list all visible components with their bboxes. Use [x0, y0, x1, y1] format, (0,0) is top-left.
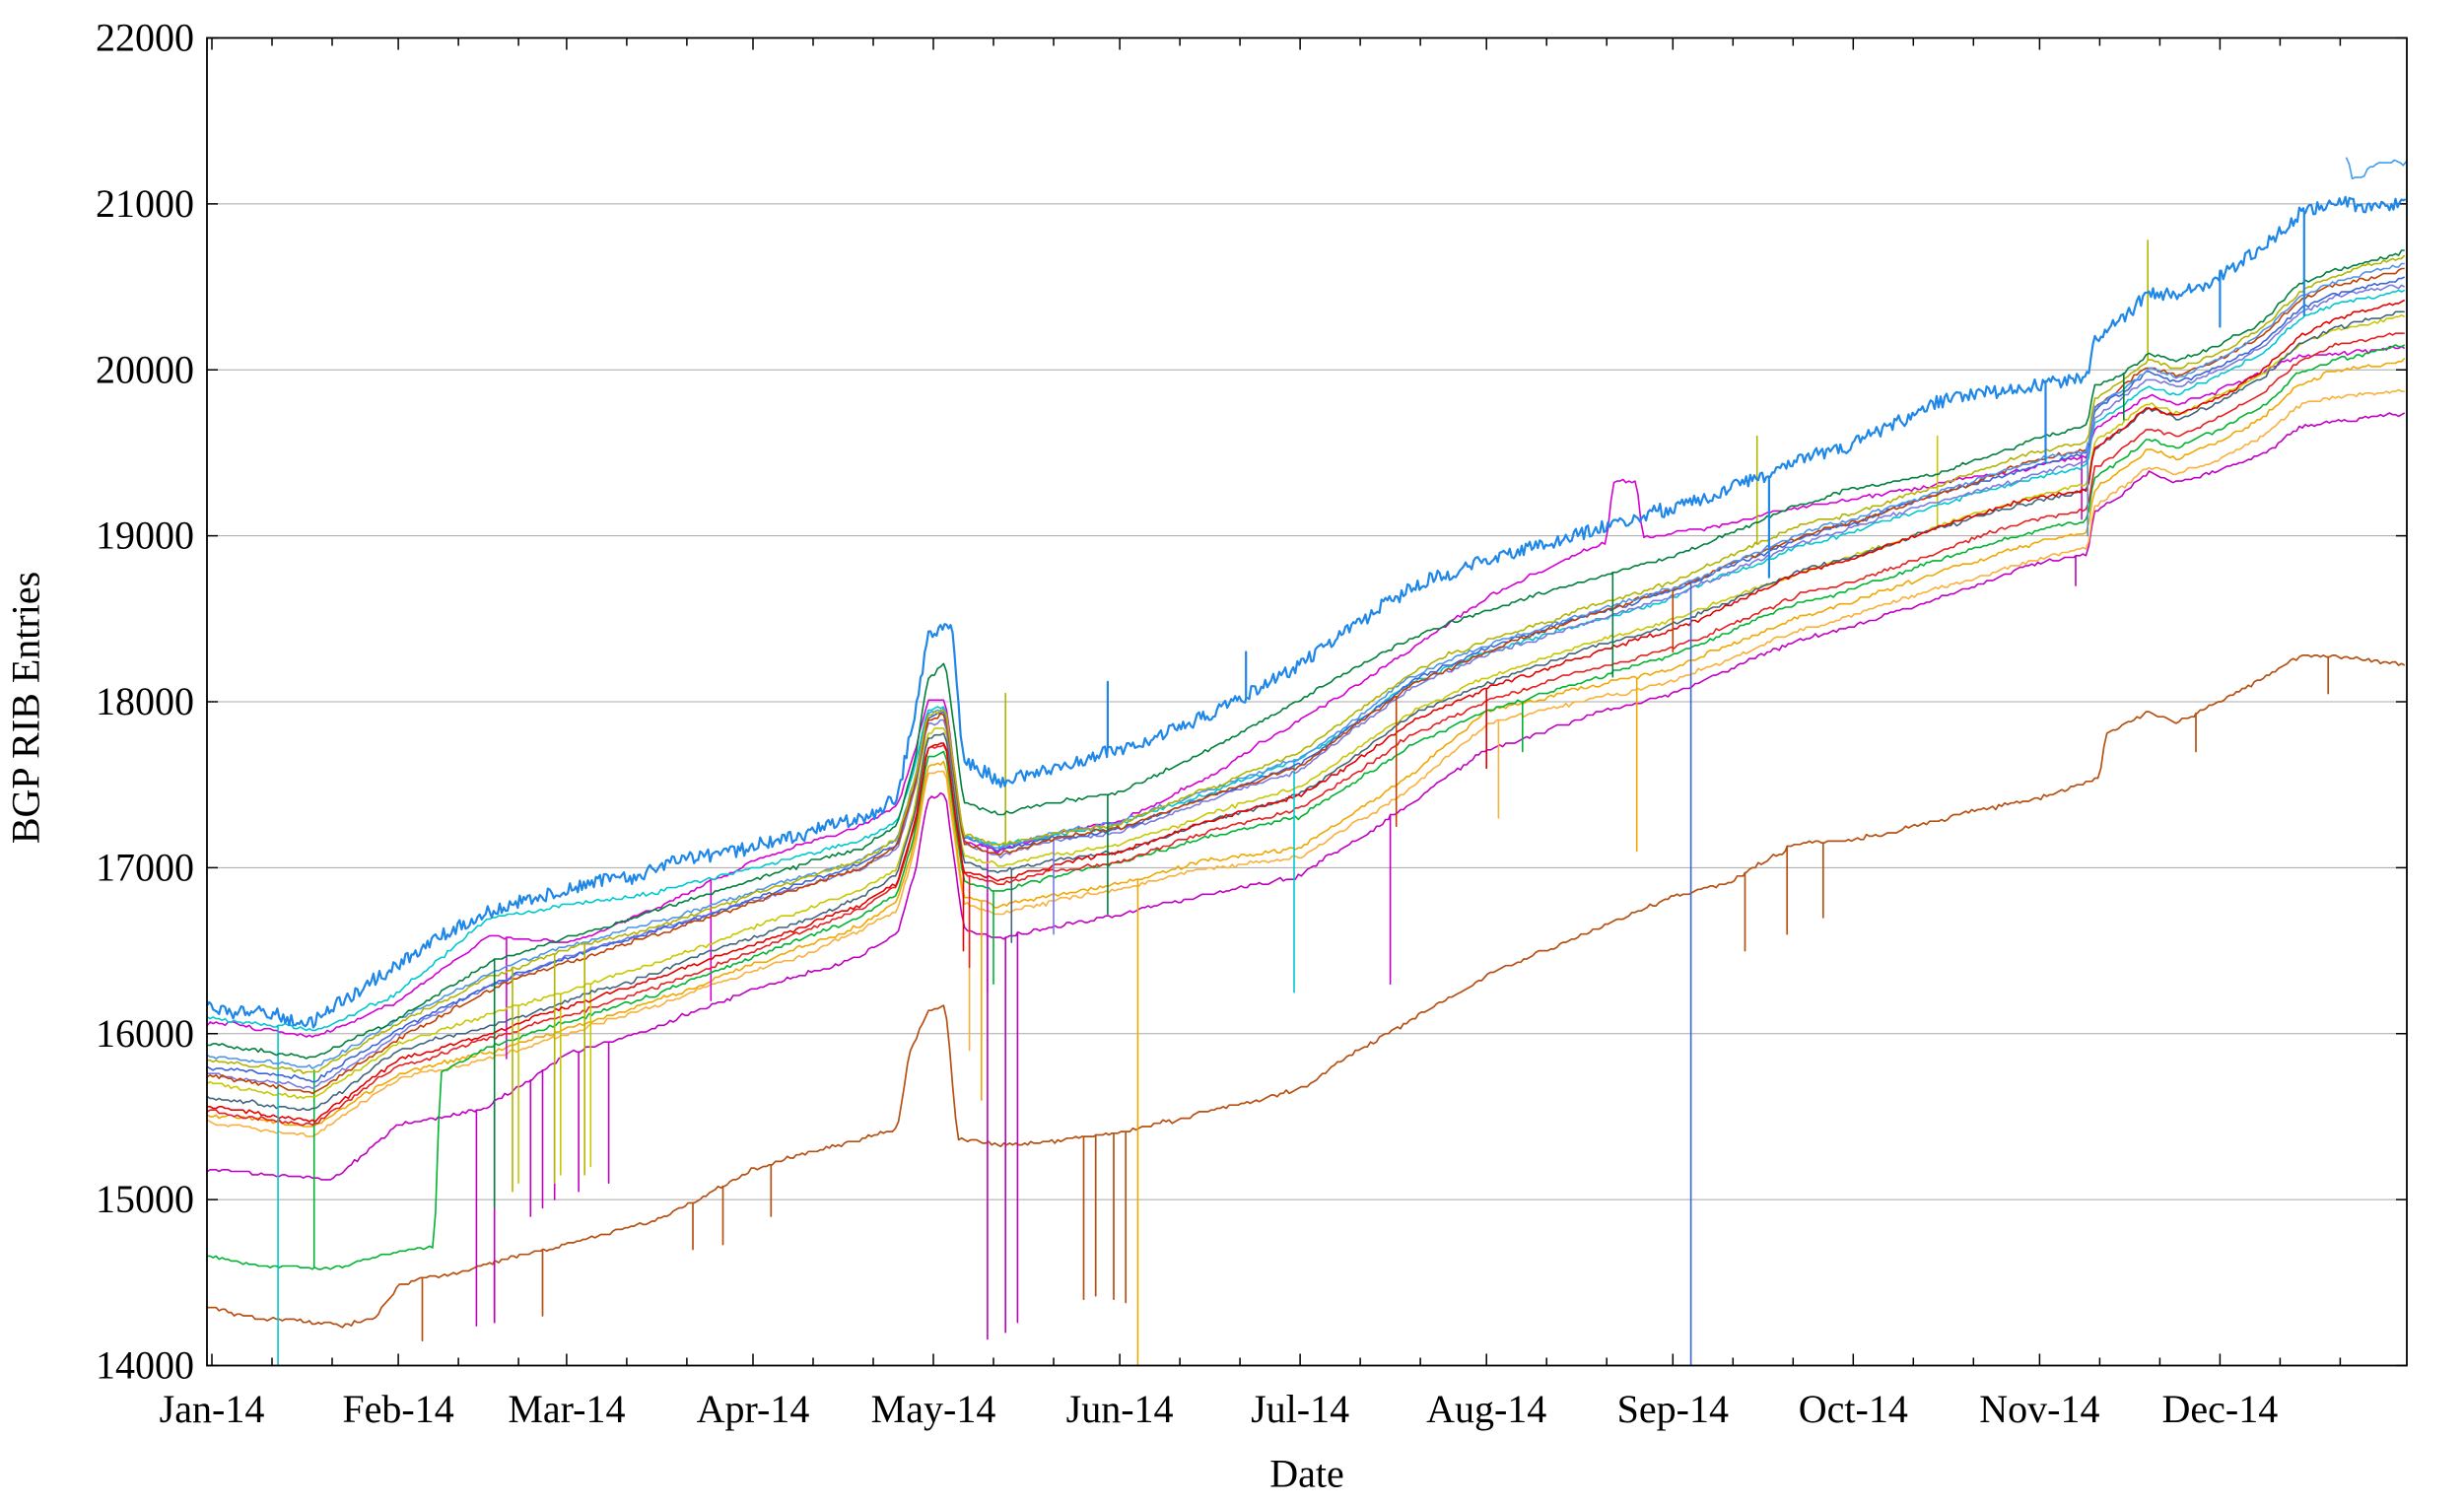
- y-tick-label: 18000: [96, 679, 194, 723]
- series-peer-magenta2: [207, 412, 2406, 1340]
- series-peer-olive: [207, 240, 2406, 1193]
- series-peer-red1: [207, 299, 2406, 1123]
- series-peer-green: [207, 344, 2406, 1270]
- series-peer-blue-main: [206, 195, 2407, 1029]
- x-tick-label: Aug-14: [1426, 1387, 1546, 1431]
- x-tick-label: Jun-14: [1066, 1387, 1174, 1431]
- series-peer-darkslate: [207, 310, 2405, 1111]
- series-peer-skyblue: [2345, 157, 2408, 180]
- series-peer-olive2: [207, 313, 2406, 1185]
- x-tick-label: Dec-14: [2162, 1387, 2279, 1431]
- x-tick-label: May-14: [871, 1387, 996, 1431]
- y-tick-label: 14000: [96, 1343, 194, 1388]
- series-peer-royal: [207, 276, 2406, 1367]
- x-tick-label: Nov-14: [1979, 1387, 2099, 1431]
- series-peer-orange1: [207, 357, 2406, 1367]
- x-tick-label: Jul-14: [1251, 1387, 1349, 1431]
- x-axis-title: Date: [1269, 1451, 1344, 1496]
- y-tick-label: 17000: [96, 845, 194, 889]
- series-peer-brown: [207, 654, 2406, 1342]
- series-peer-darkgreen: [207, 249, 2405, 1209]
- y-tick-label: 22000: [96, 16, 194, 60]
- x-tick-label: Oct-14: [1799, 1387, 1908, 1431]
- x-tick-label: Apr-14: [697, 1387, 810, 1431]
- x-tick-label: Sep-14: [1617, 1387, 1729, 1431]
- x-tick-label: Feb-14: [342, 1387, 453, 1431]
- y-tick-label: 16000: [96, 1011, 194, 1056]
- x-tick-label: Mar-14: [508, 1387, 625, 1431]
- series-peer-rust: [207, 267, 2405, 1095]
- series-peer-slateviolet: [207, 284, 2406, 1090]
- series-peer-red2: [207, 332, 2405, 1127]
- x-tick-label: Jan-14: [160, 1387, 265, 1431]
- series-peer-orange2: [207, 388, 2405, 1137]
- y-tick-label: 20000: [96, 347, 194, 391]
- y-tick-label: 19000: [96, 513, 194, 558]
- y-axis-title: BGP RIB Entries: [3, 571, 48, 845]
- y-tick-label: 15000: [96, 1177, 194, 1221]
- series-peer-cornflower: [207, 262, 2405, 1069]
- plot-frame: [206, 36, 2408, 1367]
- y-tick-label: 21000: [96, 181, 194, 226]
